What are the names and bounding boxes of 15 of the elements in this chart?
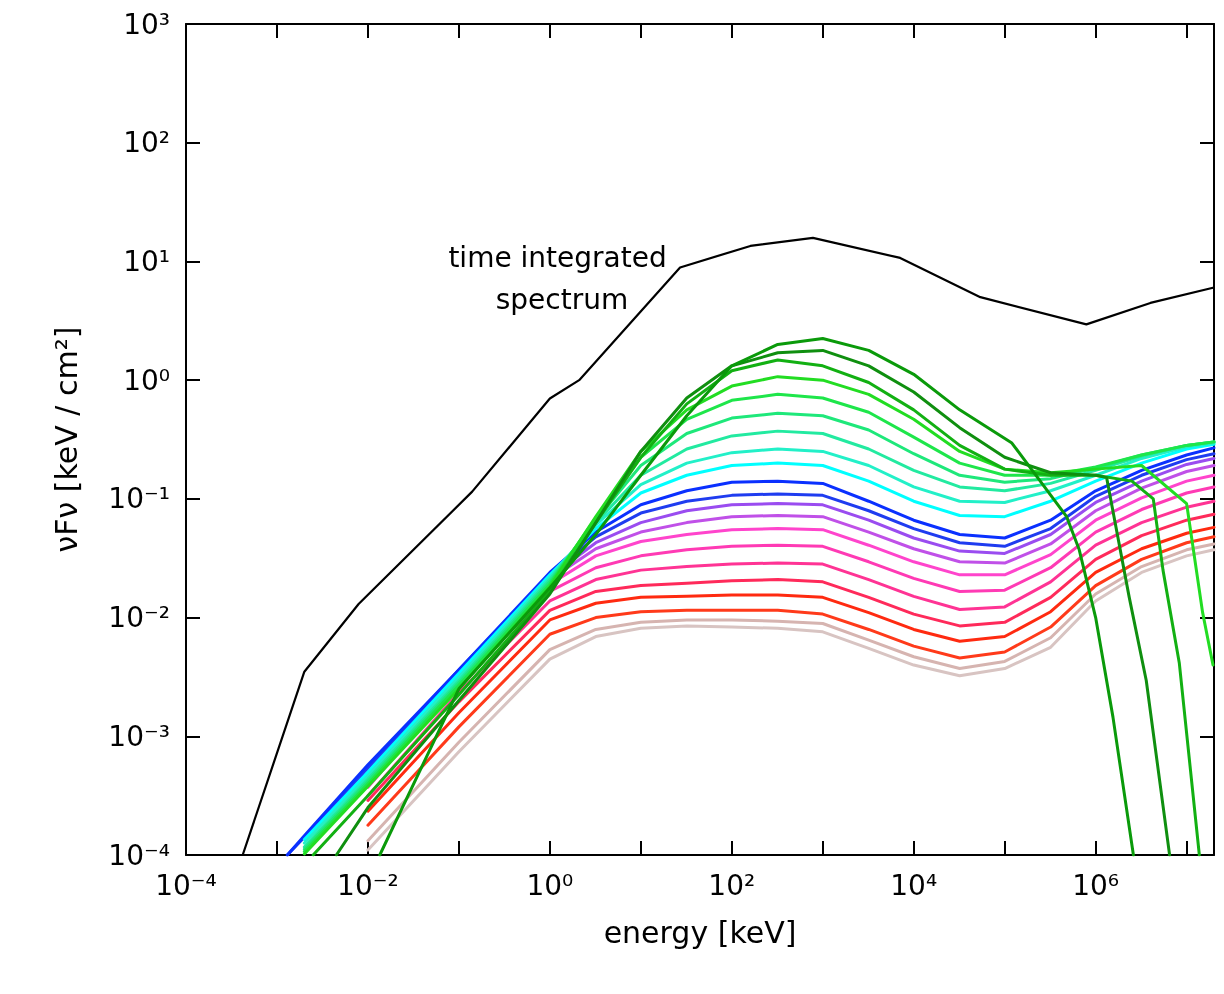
y-axis-title: νFν [keV / cm²] [48,326,84,553]
annotation: time integrated spectrum [448,240,676,316]
x-tick-label: 10⁻² [337,868,399,902]
x-tick-label: 10⁶ [1072,868,1120,902]
y-tick-label: 10³ [123,7,170,41]
x-tick-label: 10⁰ [526,868,574,902]
y-tick-label: 10⁻¹ [108,482,170,516]
y-tick-label: 10² [123,126,170,160]
y-tick-label: 10¹ [123,244,170,278]
x-axis-title: energy [keV] [603,914,797,950]
y-tick-label: 10⁻² [108,601,170,635]
y-tick-label: 10⁻³ [108,719,170,753]
x-tick-label: 10⁴ [890,868,938,902]
x-tick-label: 10² [708,868,756,902]
y-tick-label: 10⁰ [123,363,170,397]
